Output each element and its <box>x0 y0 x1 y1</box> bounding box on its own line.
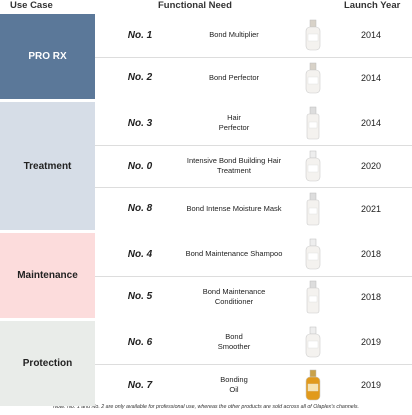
bottle <box>306 280 320 314</box>
row-divider <box>95 187 412 189</box>
group-label: Treatment <box>0 102 95 230</box>
product-number: No. 4 <box>127 248 153 260</box>
product-number: No. 7 <box>127 379 153 391</box>
bottle <box>305 20 321 51</box>
launch-year: 2019 <box>360 337 382 348</box>
launch-year: 2020 <box>360 161 382 172</box>
bottle <box>305 239 321 270</box>
bottle <box>305 62 321 94</box>
row-divider <box>95 56 412 58</box>
header-functional-need: Functional Need <box>158 0 232 11</box>
functional-need: Bond Maintenance Shampoo <box>185 249 283 259</box>
product-image <box>300 187 326 230</box>
product-number: No. 6 <box>127 336 153 348</box>
bottle <box>306 107 320 140</box>
product-image <box>300 276 326 319</box>
product-number: No. 3 <box>127 117 153 129</box>
product-image <box>300 321 326 364</box>
functional-need: Bonding Oil <box>220 374 248 395</box>
group-label: Protection <box>0 321 95 407</box>
product-number: No. 2 <box>127 72 153 84</box>
group-label: Maintenance <box>0 233 95 319</box>
launch-year: 2014 <box>360 30 382 41</box>
bottle <box>306 192 320 225</box>
launch-year: 2018 <box>360 249 382 260</box>
product-image <box>300 233 326 276</box>
product-image <box>300 102 326 145</box>
functional-need: Bond Perfector <box>208 72 260 82</box>
product-number: No. 1 <box>127 29 153 41</box>
product-number: No. 5 <box>127 291 153 303</box>
footnote: Note: No. 1 and No. 2 are only available… <box>52 404 360 410</box>
product-number: No. 8 <box>127 203 153 215</box>
launch-year: 2019 <box>360 380 382 391</box>
product-image <box>300 57 326 100</box>
functional-need: Hair Perfector <box>218 113 250 133</box>
header-launch-year: Launch Year <box>344 0 401 11</box>
functional-need: Bond Smoother <box>217 332 251 352</box>
launch-year: 2018 <box>360 291 382 302</box>
functional-need: Bond Multiplier <box>209 30 259 40</box>
header-use-case: Use Case <box>10 0 53 11</box>
launch-year: 2014 <box>360 118 382 129</box>
bottle <box>305 327 321 358</box>
product-image <box>300 145 326 188</box>
launch-year: 2014 <box>360 72 382 83</box>
functional-need: Bond Maintenance Conditioner <box>202 286 266 306</box>
row-divider <box>95 363 412 365</box>
bottle <box>305 150 321 182</box>
product-image <box>300 14 326 57</box>
bottle <box>305 369 321 401</box>
product-image <box>300 364 326 407</box>
functional-need: Intensive Bond Building Hair Treatment <box>186 155 282 176</box>
product-number: No. 0 <box>127 160 153 172</box>
functional-need: Bond Intense Moisture Mask <box>186 203 282 213</box>
group-label: PRO RX <box>0 14 95 100</box>
row-divider <box>95 144 412 146</box>
launch-year: 2021 <box>360 203 382 214</box>
row-divider <box>95 275 412 277</box>
